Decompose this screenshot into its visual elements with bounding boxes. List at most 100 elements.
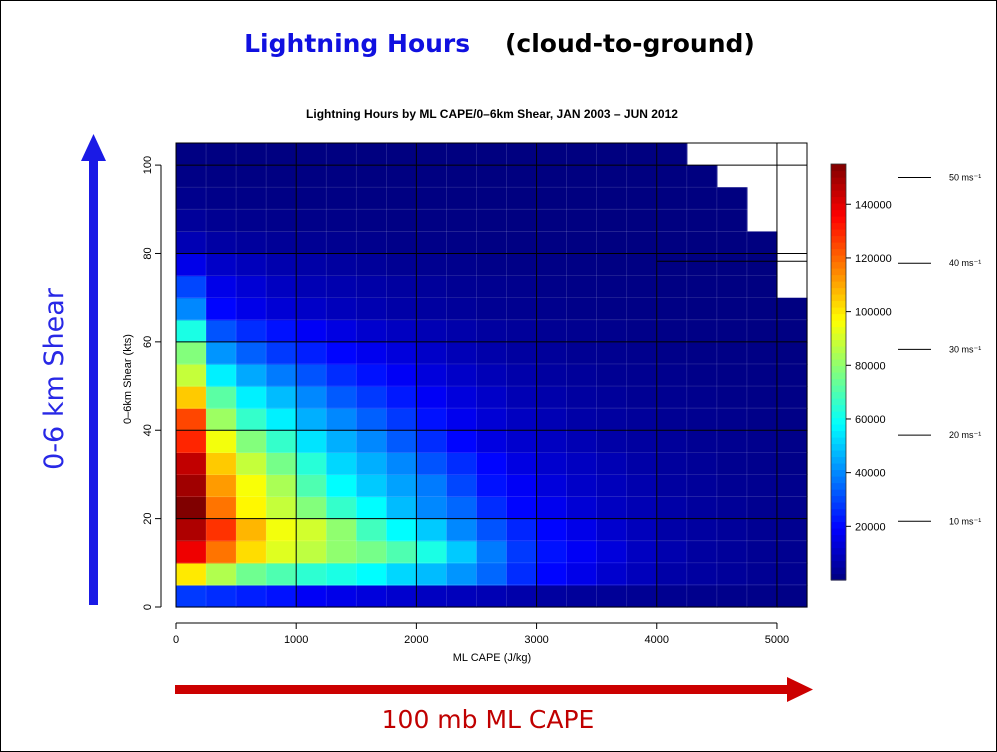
colorbar-tick-label: 60000 <box>855 414 886 426</box>
colorbar-step <box>831 261 846 269</box>
colorbar-step <box>831 476 846 484</box>
heatmap-cell <box>446 408 478 431</box>
heatmap-cell <box>476 209 508 232</box>
heatmap-cell <box>506 275 538 299</box>
heatmap-cell <box>206 187 237 210</box>
heatmap-cell <box>296 430 327 453</box>
heatmap-cell <box>326 319 357 343</box>
heatmap-cell <box>746 452 778 476</box>
colorbar-frame <box>830 163 847 581</box>
heatmap-cell <box>506 209 538 232</box>
heatmap-cell <box>386 518 417 542</box>
heatmap-cell <box>356 231 387 255</box>
heatmap-cell <box>266 562 297 586</box>
heatmap-cell <box>626 209 658 232</box>
colorbar-step <box>831 235 846 243</box>
heatmap-cell <box>746 363 778 387</box>
heatmap-cell <box>566 496 598 520</box>
title-sub: (cloud-to-ground) <box>504 29 755 58</box>
heatmap-cell <box>326 363 357 387</box>
x-tick-label: 0 <box>173 634 179 646</box>
heatmap-cell <box>266 408 297 431</box>
colorbar-step <box>831 411 846 419</box>
heatmap-cell <box>626 540 658 564</box>
heatmap-cell <box>626 430 658 453</box>
heatmap-cell <box>716 253 748 277</box>
x-tick-label: 4000 <box>645 634 669 646</box>
heatmap-cell <box>386 474 417 498</box>
heatmap-cell <box>596 143 628 166</box>
heatmap-cell <box>506 231 538 255</box>
heatmap-cell <box>236 275 267 299</box>
heatmap-cell <box>536 231 568 255</box>
colorbar-step <box>831 391 846 399</box>
colorbar-step <box>831 528 846 536</box>
heatmap-cell <box>446 584 478 608</box>
heatmap-cell <box>446 143 478 166</box>
heatmap-cell <box>716 231 748 255</box>
heatmap-cell <box>746 562 778 586</box>
heatmap-cell <box>236 408 267 431</box>
heatmap-cell <box>686 474 718 498</box>
heatmap-cell <box>716 518 748 542</box>
heatmap-cell <box>176 408 207 431</box>
colorbar-step <box>831 489 846 497</box>
shear-arrow-label: 0-6 km Shear <box>39 287 70 470</box>
heatmap-cell <box>656 363 688 387</box>
heatmap-cell <box>776 386 808 409</box>
heatmap-cell <box>746 386 778 409</box>
heatmap-cell <box>356 562 387 586</box>
heatmap-cell <box>476 386 508 409</box>
heatmap-cell <box>536 297 568 321</box>
heatmap-cell <box>536 562 568 586</box>
heatmap-cell <box>656 209 688 232</box>
colorbar-step <box>831 482 846 490</box>
heatmap-cell <box>596 452 628 476</box>
colorbar-step <box>831 469 846 477</box>
heatmap-cell <box>326 562 357 586</box>
heatmap-cell <box>206 165 237 188</box>
heatmap-cell <box>656 319 688 343</box>
colorbar-step <box>831 307 846 315</box>
heatmap-cell <box>296 319 327 343</box>
heatmap-cell <box>596 496 628 520</box>
heatmap-cell <box>296 496 327 520</box>
heatmap-cell <box>416 363 448 387</box>
heatmap-cell <box>206 474 237 498</box>
heatmap-cell <box>746 518 778 542</box>
heatmap-cell <box>596 363 628 387</box>
cape-arrow-shaft <box>175 685 789 694</box>
heatmap-cell <box>326 187 357 210</box>
heatmap-cell <box>296 231 327 255</box>
heatmap-cell <box>386 430 417 453</box>
colorbar-step <box>831 372 846 380</box>
colorbar-step <box>831 352 846 360</box>
heatmap-cell <box>716 386 748 409</box>
heatmap-cell <box>476 297 508 321</box>
y-tick-label: 80 <box>142 247 154 259</box>
heatmap-cell <box>206 408 237 431</box>
shear-arrow-head <box>81 134 106 161</box>
heatmap-cell <box>356 452 387 476</box>
heatmap-cell <box>746 297 778 321</box>
heatmap-cell <box>296 408 327 431</box>
heatmap-cell <box>386 209 417 232</box>
heatmap-cell <box>446 430 478 453</box>
heatmap-cell <box>566 187 598 210</box>
heatmap-cell <box>266 518 297 542</box>
heatmap-cell <box>566 231 598 255</box>
heatmap-cell <box>356 518 387 542</box>
heatmap-cell <box>626 253 658 277</box>
heatmap-cell <box>386 496 417 520</box>
heatmap-cell <box>566 209 598 232</box>
heatmap-cell <box>536 430 568 453</box>
colorbar-step <box>831 417 846 425</box>
colorbar-tick-label: 100000 <box>855 307 892 319</box>
heatmap-cell <box>656 297 688 321</box>
heatmap-cell <box>506 452 538 476</box>
heatmap-cell <box>356 275 387 299</box>
heatmap-cell <box>176 341 207 365</box>
heatmap-cell <box>716 408 748 431</box>
heatmap-cell <box>656 275 688 299</box>
heatmap-cell <box>326 231 357 255</box>
